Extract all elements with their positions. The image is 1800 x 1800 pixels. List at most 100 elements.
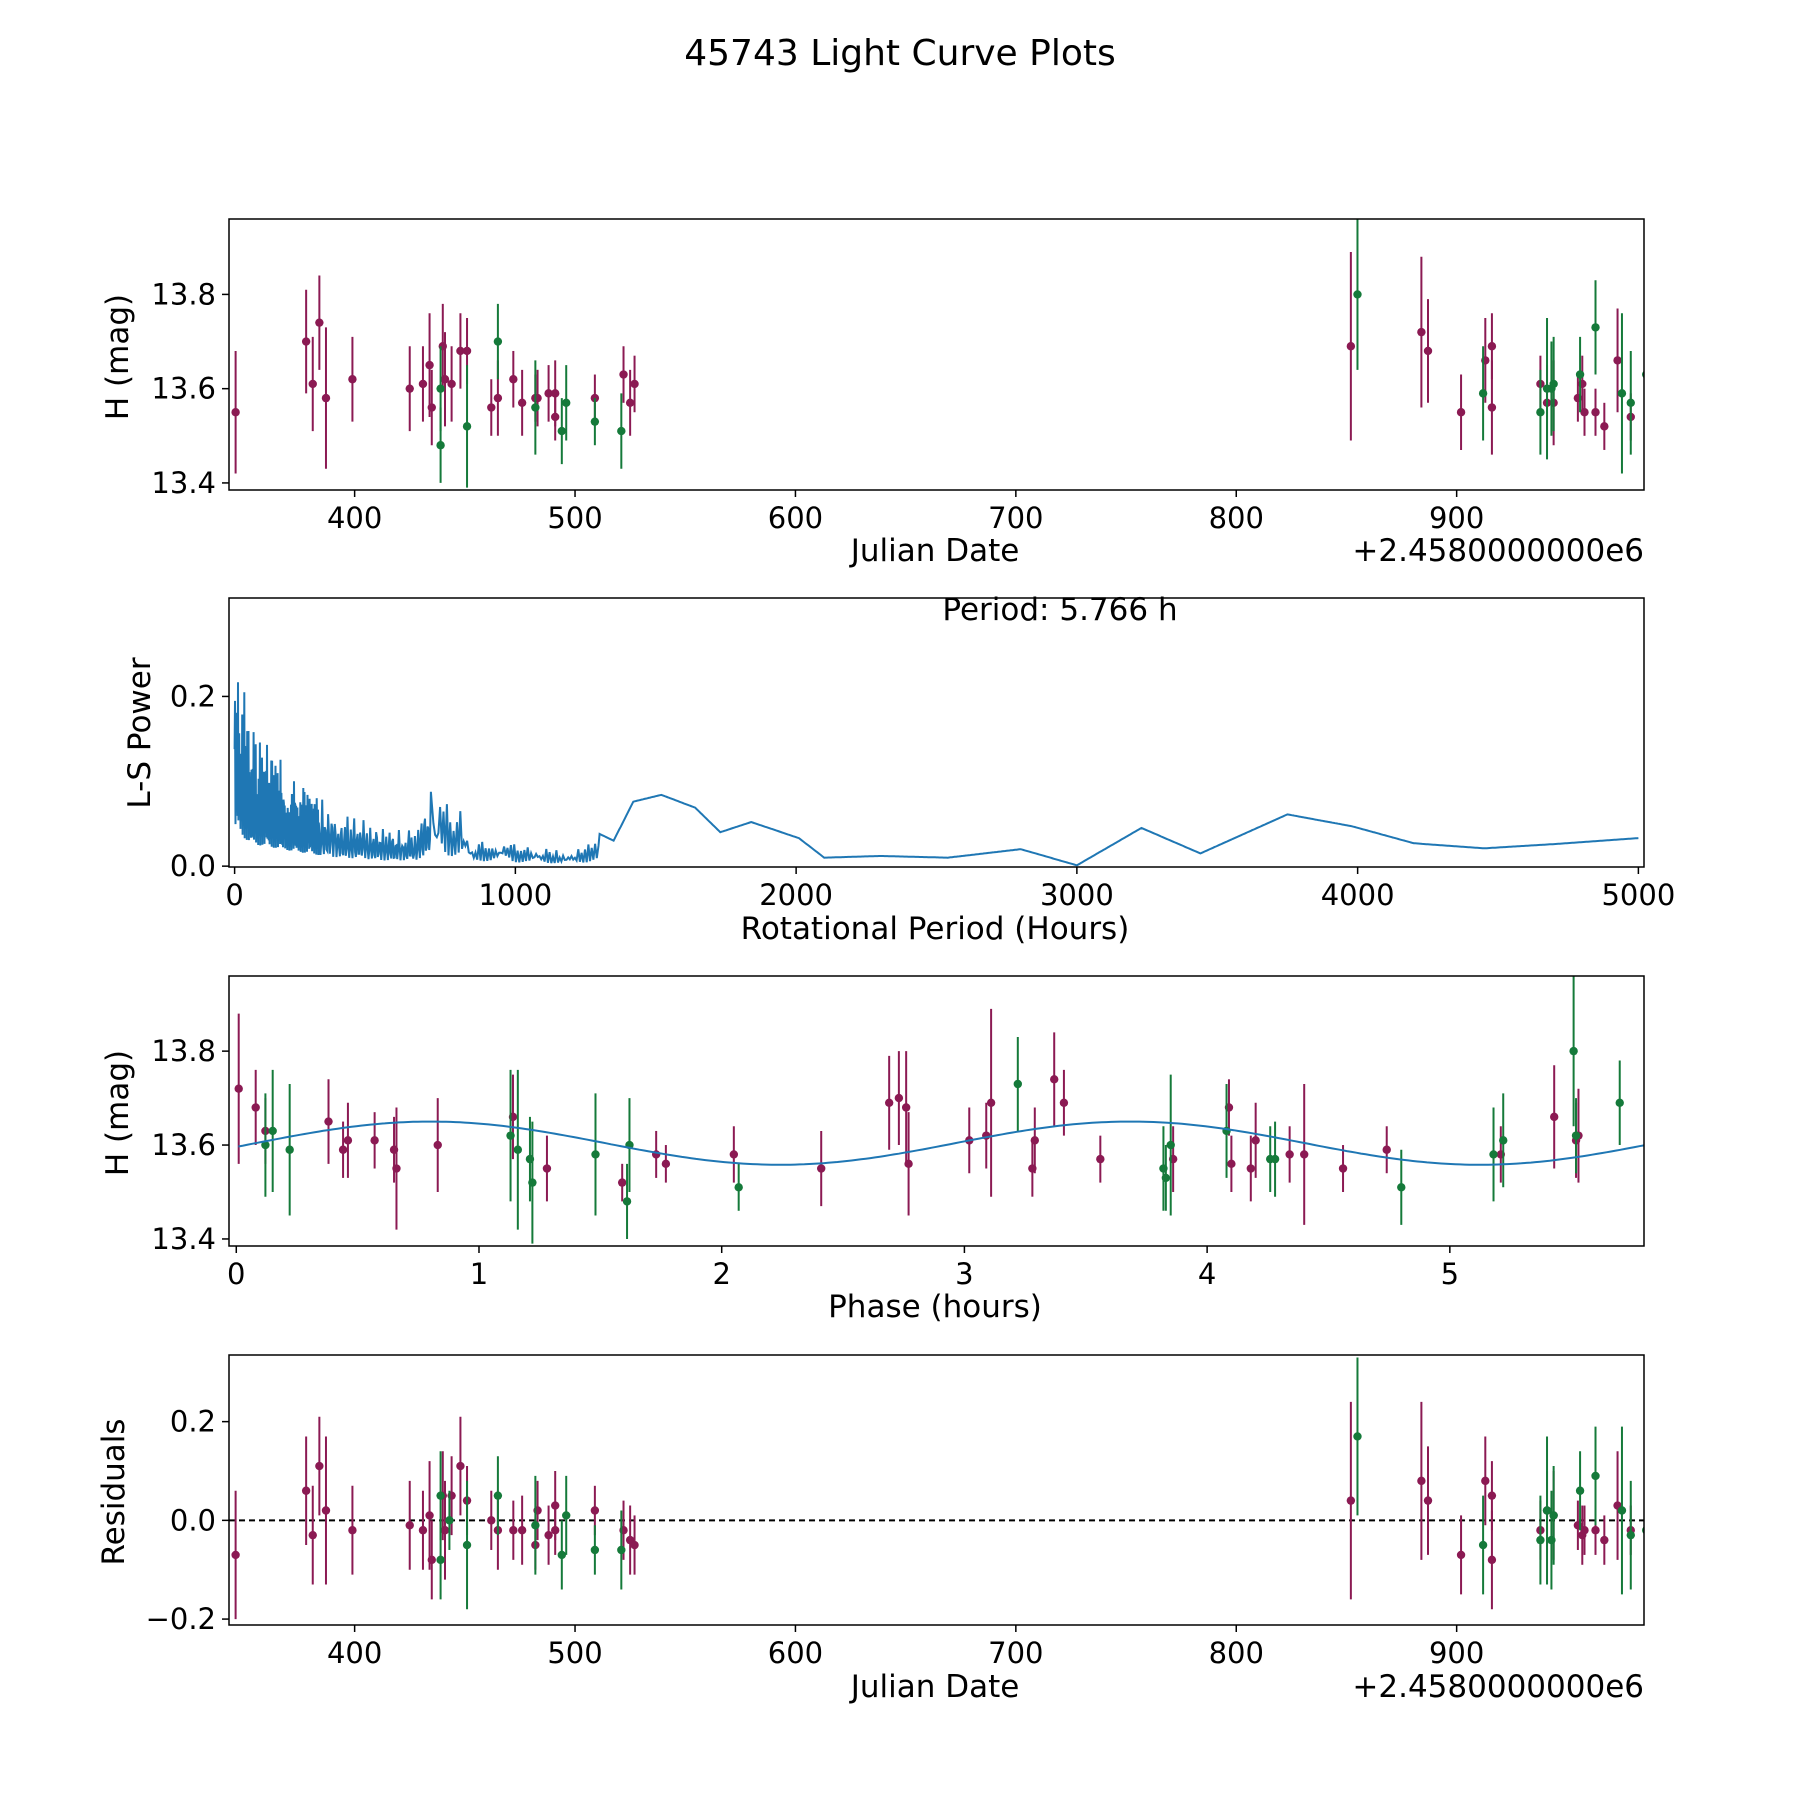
periodogram-curve	[233, 682, 1639, 867]
phased-filter_b-point	[1166, 1140, 1175, 1150]
residuals-filter_a-point	[1487, 1491, 1497, 1500]
phased-filter_a-point	[817, 1164, 826, 1173]
lightcurve-filter_a-point	[493, 393, 503, 403]
periodogram-xtick-label: 5000	[1601, 878, 1675, 912]
lightcurve-filter_a-point	[550, 389, 560, 398]
lightcurve-xtick-label: 900	[1429, 501, 1484, 535]
lightcurve-plot-area	[231, 219, 1644, 488]
residuals-plot-area	[229, 1357, 1644, 1620]
lightcurve-filter_a-point	[1591, 408, 1600, 417]
phased-filter_b-point	[285, 1145, 294, 1154]
residuals-xtick-label: 900	[1429, 1636, 1484, 1670]
periodogram-xtick-label: 3000	[1040, 878, 1114, 912]
phased-filter_a-point	[324, 1117, 333, 1126]
residuals-filter_a-point	[1487, 1555, 1497, 1565]
lightcurve-filter_a-point	[619, 370, 628, 379]
phased-filter_a-point	[729, 1150, 739, 1159]
lightcurve-xtick-label: 600	[768, 501, 823, 535]
lightcurve-ylabel: H (mag)	[100, 294, 136, 420]
phased-filter_b-point	[1013, 1079, 1023, 1089]
lightcurve-xlabel: Julian Date	[849, 533, 1020, 569]
phased-filter_a-point	[1227, 1159, 1236, 1169]
lightcurve-filter_b-point	[1575, 370, 1585, 379]
residuals-filter_b-point	[1478, 1540, 1488, 1550]
lightcurve-filter_b-point	[557, 426, 567, 436]
lightcurve-filter_b-point	[1536, 408, 1545, 417]
phased-frame	[228, 975, 1645, 1247]
phased-filter_b-point	[268, 1126, 277, 1136]
residuals-frame	[228, 1354, 1645, 1626]
phased-filter_a-point	[617, 1178, 627, 1187]
phased-filter_a-point	[234, 1084, 243, 1093]
phased-filter_a-point	[1050, 1075, 1059, 1084]
lightcurve-filter_b-point	[1591, 323, 1600, 332]
phased-filter_a-point	[343, 1136, 353, 1145]
residuals-filter_b-point	[436, 1491, 445, 1500]
residuals-filter_b-point	[562, 1511, 571, 1520]
residuals-xtick-label: 800	[1209, 1636, 1264, 1670]
residuals-ylabel: Residuals	[96, 1418, 132, 1565]
residuals-filter_a-point	[630, 1540, 639, 1550]
lightcurve-filter_b-point	[1549, 379, 1558, 389]
periodogram-xtick-label: 1000	[478, 878, 552, 912]
phased-ytick-label: 13.4	[151, 1222, 216, 1256]
phased-filter_b-point	[1571, 1131, 1581, 1140]
periodogram-ylabel: L-S Power	[122, 657, 158, 808]
phased-ytick-label: 13.8	[151, 1034, 216, 1068]
lightcurve-panel: 400 500 600 700 800 900 13.4 13.6 13.8	[151, 218, 1645, 535]
lightcurve-filter_a-point	[405, 384, 414, 393]
residuals-filter_a-point	[405, 1521, 414, 1530]
residuals-xtick-label: 400	[327, 1636, 382, 1670]
phased-filter_b-point	[506, 1131, 515, 1140]
lightcurve-ytick-label: 13.6	[151, 372, 216, 406]
phased-filter_b-point	[1489, 1150, 1498, 1159]
residuals-filter_a-point	[1591, 1526, 1600, 1535]
phased-plot-area	[234, 976, 1644, 1244]
phased-filter_b-point	[513, 1145, 523, 1154]
residuals-filter_a-point	[231, 1550, 240, 1560]
phased-filter_b-point	[1161, 1173, 1171, 1183]
periodogram-xtick-label: 0	[225, 878, 243, 912]
phased-xtick-label: 0	[227, 1257, 245, 1291]
phased-filter_a-point	[251, 1103, 260, 1112]
phased-filter_a-point	[542, 1164, 552, 1173]
residuals-filter_b-point	[531, 1521, 540, 1530]
phased-filter_b-point	[1270, 1154, 1280, 1164]
lightcurve-filter_a-point	[625, 398, 635, 408]
phased-model-curve	[238, 1120, 1644, 1166]
residuals-filter_a-point	[1423, 1496, 1433, 1505]
lightcurve-filter_a-point	[447, 379, 456, 389]
periodogram-ytick-label: 0.0	[170, 849, 216, 883]
residuals-filter_b-point	[436, 1555, 445, 1565]
residuals-filter_b-point	[557, 1550, 567, 1560]
phased-xlabel: Phase (hours)	[828, 1289, 1042, 1325]
residuals-xtick-label: 600	[768, 1636, 823, 1670]
residuals-filter_b-point	[1591, 1471, 1600, 1481]
residuals-filter_b-point	[445, 1516, 454, 1525]
residuals-ytick-label: −0.2	[146, 1602, 216, 1636]
residuals-offset-text: +2.4580000000e6	[1352, 1669, 1644, 1705]
phased-ytick-label: 13.6	[151, 1128, 216, 1162]
lightcurve-filter_a-point	[1580, 408, 1589, 417]
lightcurve-filter_a-point	[308, 379, 317, 389]
phased-filter_a-point	[1285, 1150, 1294, 1159]
lightcurve-offset-text: +2.4580000000e6	[1352, 533, 1644, 569]
periodogram-panel: Period: 5.766 h 0 1000 2000 3000 4000 50000.0…	[170, 592, 1675, 912]
phased-filter_b-point	[1397, 1183, 1406, 1192]
residuals-filter_a-point	[348, 1526, 357, 1535]
phased-filter_a-point	[1300, 1150, 1309, 1159]
lightcurve-filter_a-point	[487, 403, 496, 412]
residuals-filter_a-point	[517, 1526, 527, 1535]
lightcurve-filter_a-point	[509, 375, 518, 384]
lightcurve-filter_a-point	[1613, 356, 1622, 365]
lightcurve-filter_b-point	[531, 403, 540, 412]
residuals-filter_a-point	[440, 1526, 450, 1535]
residuals-filter_a-point	[487, 1516, 496, 1525]
lightcurve-filter_b-point	[1353, 290, 1362, 299]
residuals-filter_a-point	[544, 1530, 553, 1540]
residuals-filter_a-point	[1580, 1526, 1589, 1535]
phased-filter_a-point	[1246, 1164, 1256, 1173]
phased-filter_a-point	[433, 1140, 442, 1150]
periodogram-xtick-label: 2000	[759, 878, 833, 912]
residuals-xlabel: Julian Date	[849, 1669, 1020, 1705]
